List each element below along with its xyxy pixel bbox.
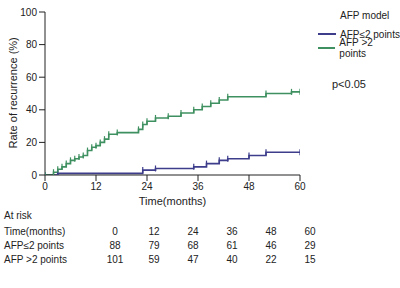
svg-text:20: 20: [26, 137, 38, 148]
html-text:p<0.05: p<0.05: [332, 78, 366, 90]
html-text:22: 22: [265, 254, 277, 265]
html-text:47: 47: [187, 254, 199, 265]
html-text:61: 61: [226, 240, 238, 251]
svg-text:Time(months): Time(months): [139, 195, 206, 207]
html-text:29: 29: [304, 240, 316, 251]
html-text:36: 36: [226, 226, 238, 237]
html-text:AFP >2 points: AFP >2 points: [339, 37, 373, 59]
html-text:AFP >2 points: AFP >2 points: [4, 254, 67, 265]
html-text:59: 59: [148, 254, 160, 265]
html-text:48: 48: [265, 226, 277, 237]
html-text:Time(months): Time(months): [4, 226, 66, 237]
svg-text:12: 12: [90, 181, 102, 192]
svg-text:60: 60: [26, 72, 38, 83]
svg-text:48: 48: [243, 181, 255, 192]
html-text:AFP≤2 points: AFP≤2 points: [4, 240, 64, 251]
html-text:AFP≤2 points: AFP≤2 points: [340, 28, 400, 40]
svg-text:24: 24: [141, 181, 153, 192]
svg-text:0: 0: [31, 170, 37, 181]
svg-text:60: 60: [294, 181, 306, 192]
html-text:AFP model: AFP model: [340, 10, 390, 21]
html-text:15: 15: [304, 254, 316, 265]
html-text:24: 24: [187, 226, 199, 237]
html-text:12: 12: [148, 226, 160, 237]
html-text:0: 0: [112, 226, 118, 237]
svg-text:80: 80: [26, 39, 38, 50]
html-text:79: 79: [148, 240, 160, 251]
html-text:88: 88: [109, 240, 121, 251]
svg-text:0: 0: [42, 181, 48, 192]
html-text:At risk: At risk: [4, 210, 32, 221]
svg-text:36: 36: [192, 181, 204, 192]
svg-text:40: 40: [26, 104, 38, 115]
svg-text:100: 100: [20, 7, 37, 18]
html-text:46: 46: [265, 240, 277, 251]
html-text:68: 68: [187, 240, 199, 251]
html-text:101: 101: [106, 254, 124, 265]
svg-text:Rate of recurrence (%): Rate of recurrence (%): [8, 37, 19, 148]
html-text:60: 60: [304, 226, 316, 237]
html-text:40: 40: [226, 254, 238, 265]
